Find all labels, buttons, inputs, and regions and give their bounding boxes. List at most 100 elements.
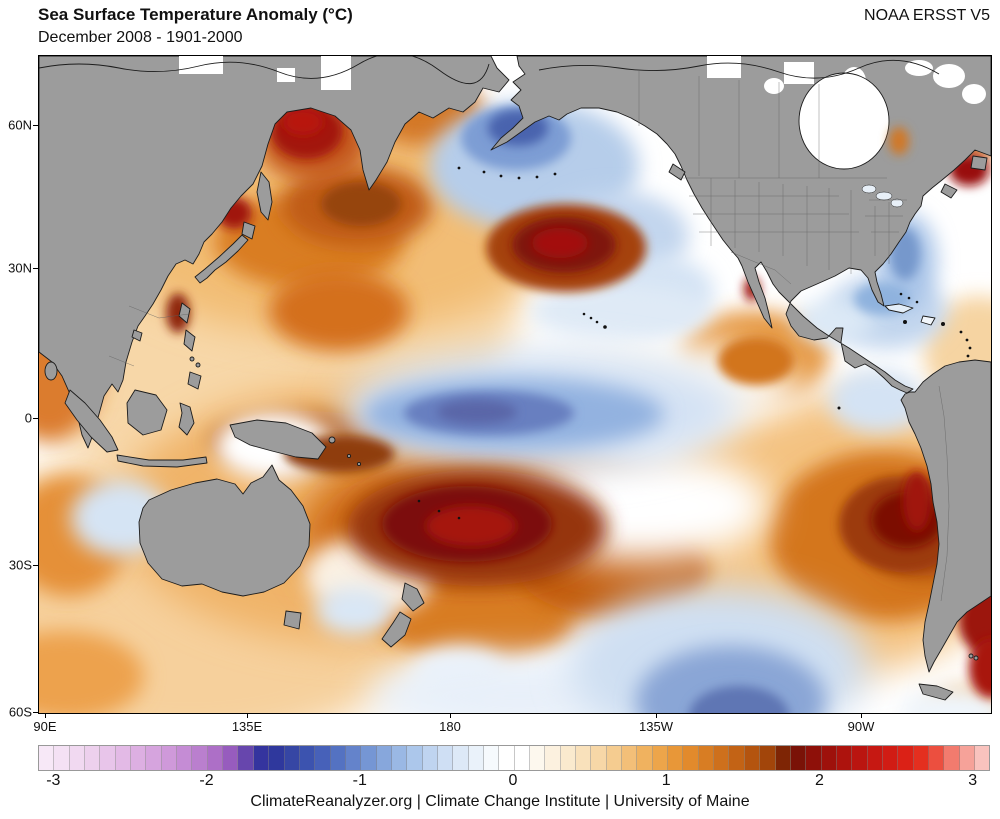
colorbar-tick-label: 0	[508, 772, 518, 789]
colorbar-cell	[790, 746, 807, 770]
colorbar-cell	[652, 746, 669, 770]
lon-tick-mark	[861, 713, 862, 718]
colorbar-cell	[867, 746, 883, 770]
lon-tick-mark	[45, 713, 46, 718]
colorbar-cell	[453, 746, 469, 770]
colorbar-cell	[530, 746, 546, 770]
colorbar-cell	[928, 746, 945, 770]
colorbar-cell	[284, 746, 300, 770]
colorbar-cell	[576, 746, 592, 770]
colorbar-cell	[913, 746, 929, 770]
colorbar-cell	[974, 746, 990, 770]
colorbar-cell	[698, 746, 715, 770]
new-zealand-islands	[381, 582, 425, 648]
colorbar-cell	[437, 746, 454, 770]
colorbar-cell	[39, 746, 55, 770]
colorbar-cell	[775, 746, 791, 770]
colorbar-tick-label: -1	[352, 772, 367, 789]
colorbar-cell	[131, 746, 147, 770]
colorbar-cell	[376, 746, 392, 770]
lon-tick-mark	[247, 713, 248, 718]
landmass-layer	[39, 56, 991, 701]
south-america-landmass	[900, 359, 991, 673]
lat-tick-label: 60S	[8, 704, 32, 720]
colorbar-cell	[560, 746, 577, 770]
colorbar-cell	[622, 746, 638, 770]
lat-tick-mark	[33, 712, 38, 713]
hudson-bay	[798, 72, 890, 170]
colorbar	[38, 745, 990, 771]
lat-tick-mark	[33, 418, 38, 419]
colorbar-cell	[744, 746, 761, 770]
colorbar-cell	[545, 746, 561, 770]
borneo-island	[126, 389, 168, 436]
colorbar-cell	[161, 746, 178, 770]
colorbar-tick-label: 1	[661, 772, 671, 789]
colorbar-cell	[852, 746, 868, 770]
lat-tick-label: 60N	[8, 117, 32, 133]
colorbar-cell	[944, 746, 960, 770]
colorbar-cell	[422, 746, 438, 770]
interior-borders	[108, 71, 950, 602]
sst-map	[39, 56, 991, 713]
data-source-label: NOAA ERSST V5	[864, 7, 990, 24]
colorbar-cell	[177, 746, 193, 770]
colorbar-cell	[192, 746, 208, 770]
colorbar-cell	[207, 746, 224, 770]
small-island-specks	[417, 166, 972, 520]
colorbar-cell	[714, 746, 730, 770]
colorbar-tick-label: -3	[46, 772, 61, 789]
lon-tick-label: 90W	[847, 719, 875, 734]
colorbar-cell	[959, 746, 975, 770]
colorbar-cell	[683, 746, 699, 770]
colorbar-cell	[821, 746, 837, 770]
colorbar-cell	[238, 746, 254, 770]
colorbar-cell	[330, 746, 346, 770]
great-lakes	[861, 184, 904, 208]
japan-islands	[194, 221, 256, 284]
lon-tick-label: 135E	[231, 719, 263, 734]
colorbar-cell	[69, 746, 86, 770]
map-frame	[38, 55, 992, 714]
colorbar-cell	[898, 746, 914, 770]
colorbar-cell	[499, 746, 515, 770]
colorbar-cell	[729, 746, 745, 770]
colorbar-cell	[514, 746, 530, 770]
tierra-del-fuego	[918, 683, 954, 701]
lat-tick-label: 0	[24, 410, 32, 426]
lat-tick-label: 30N	[8, 260, 32, 276]
philippines-islands	[183, 329, 202, 390]
page-title: Sea Surface Temperature Anomaly (°C)	[38, 5, 353, 24]
asia-landmass	[39, 56, 510, 449]
colorbar-cell	[100, 746, 116, 770]
colorbar-cell	[253, 746, 270, 770]
colorbar-cell	[882, 746, 899, 770]
australia-landmass	[138, 464, 311, 597]
colorbar-cell	[54, 746, 70, 770]
colorbar-cell	[606, 746, 623, 770]
colorbar-cell	[668, 746, 684, 770]
colorbar-cell	[299, 746, 316, 770]
colorbar-cell	[85, 746, 101, 770]
lat-tick-mark	[33, 565, 38, 566]
lat-tick-mark	[33, 125, 38, 126]
colorbar-cell	[836, 746, 853, 770]
colorbar-cell	[115, 746, 132, 770]
colorbar-tick-label: 3	[968, 772, 978, 789]
page-subtitle: December 2008 - 1901-2000	[38, 29, 243, 46]
colorbar-tick-label: 2	[814, 772, 824, 789]
colorbar-cell	[637, 746, 653, 770]
colorbar-cell	[591, 746, 607, 770]
lat-tick-label: 30S	[8, 557, 32, 573]
lon-tick-label: 135W	[639, 719, 673, 734]
colorbar-cell	[345, 746, 362, 770]
colorbar-cell	[483, 746, 500, 770]
lon-tick-label: 90E	[33, 719, 57, 734]
lat-tick-mark	[33, 268, 38, 269]
lon-tick-mark	[450, 713, 451, 718]
colorbar-tick-label: -2	[199, 772, 214, 789]
colorbar-cell	[806, 746, 822, 770]
colorbar-cell	[361, 746, 377, 770]
colorbar-cell	[407, 746, 423, 770]
